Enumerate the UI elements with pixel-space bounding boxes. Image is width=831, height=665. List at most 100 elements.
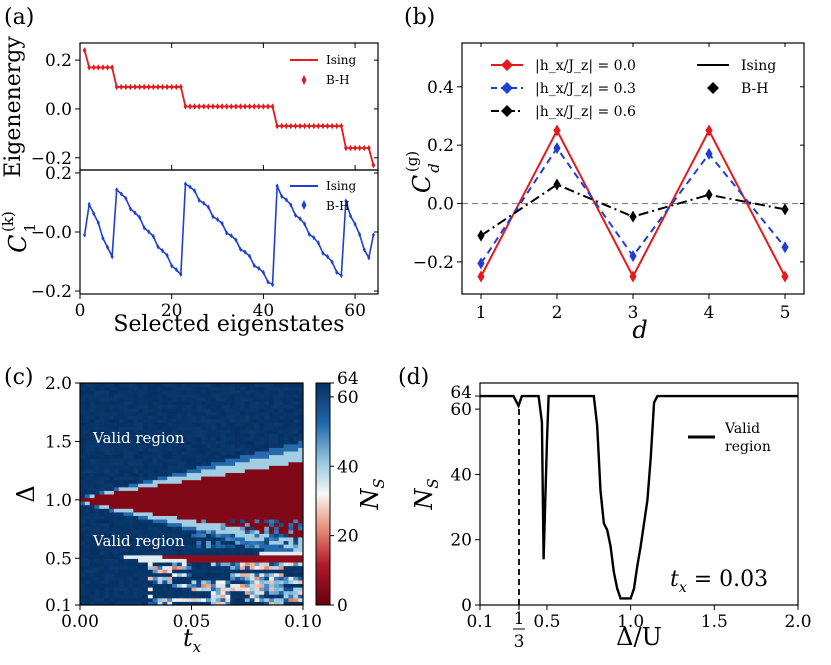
a-bottom-bh-point (202, 200, 206, 206)
c-heat-cell (293, 504, 299, 509)
c-heat-cell (113, 404, 120, 409)
c-heat-cell (249, 440, 256, 445)
c-heat-cell (239, 515, 246, 520)
c-heat-cell (176, 547, 183, 552)
c-heat-cell (157, 411, 163, 416)
c-heat-cell (288, 551, 294, 556)
c-heat-cell (230, 468, 236, 474)
c-heat-cell (254, 565, 260, 570)
c-heat-cell (162, 472, 168, 477)
c-heat-cell (176, 386, 183, 391)
c-heat-cell (113, 583, 120, 588)
c-heat-cell (210, 558, 217, 563)
c-heat-cell (249, 547, 256, 552)
c-heat-cell (230, 408, 236, 413)
c-heat-cell (118, 526, 125, 531)
c-heat-cell (167, 590, 173, 595)
c-heat-cell (239, 497, 246, 502)
c-heat-cell (113, 436, 120, 441)
c-heat-cell (104, 501, 110, 506)
c-heat-cell (104, 411, 110, 416)
c-heat-cell (230, 479, 236, 484)
c-heat-cell (283, 415, 289, 420)
b-ylabel: Cd(g) (403, 151, 443, 193)
c-heat-cell (133, 383, 139, 388)
c-heat-cell (84, 544, 91, 549)
c-heat-cell (201, 590, 207, 595)
c-heat-cell (225, 454, 231, 459)
c-heat-cell (244, 562, 251, 567)
a-bottom-bh-point (270, 281, 275, 288)
c-heat-cell (210, 429, 217, 434)
c-heat-cell (181, 494, 188, 499)
c-heat-cell (259, 393, 265, 398)
d-xtick-label: 1.0 (617, 612, 644, 632)
c-heat-cell (288, 497, 294, 502)
c-heat-cell (138, 594, 144, 599)
c-heat-cell (293, 579, 299, 585)
c-heat-cell (80, 501, 86, 506)
c-heat-cell (273, 508, 280, 513)
c-heat-cell (196, 601, 202, 605)
c-heat-cell (196, 551, 202, 556)
c-heat-cell (273, 562, 280, 567)
c-heat-cell (113, 515, 120, 520)
c-heat-cell (196, 554, 202, 559)
c-heat-cell (172, 479, 178, 484)
c-heat-cell (273, 383, 280, 388)
a-top-bh-point (229, 103, 234, 110)
c-heat-cell (220, 554, 226, 559)
c-heat-cell (220, 526, 226, 531)
c-heat-cell (172, 483, 178, 488)
c-heat-cell (244, 558, 251, 563)
c-heat-cell (201, 544, 207, 549)
c-heat-cell (244, 511, 251, 516)
c-heat-cell (89, 533, 96, 538)
c-heat-cell (138, 390, 144, 395)
c-heat-cell (196, 383, 202, 388)
c-heat-cell (220, 511, 226, 516)
c-heat-cell (94, 597, 100, 602)
c-heat-cell (215, 565, 222, 570)
c-heat-cell (99, 583, 105, 588)
a-bottom-bh-point (284, 197, 288, 203)
c-heat-cell (118, 422, 125, 427)
c-heat-cell (128, 468, 134, 474)
c-heat-cell (152, 551, 159, 556)
c-heat-cell (225, 486, 231, 491)
c-heat-cell (191, 583, 197, 588)
c-heat-cell (278, 411, 285, 416)
c-heat-cell (215, 562, 222, 567)
c-heat-cell (172, 390, 178, 395)
c-heat-cell (152, 519, 159, 524)
c-heat-cell (269, 565, 275, 570)
c-heat-cell (172, 454, 178, 459)
c-heat-cell (162, 447, 168, 452)
c-heat-cell (84, 522, 91, 527)
c-heat-cell (143, 433, 149, 438)
c-heat-cell (143, 597, 149, 602)
c-heat-cell (230, 418, 236, 423)
c-heat-cell (80, 576, 86, 581)
c-heat-cell (181, 472, 188, 477)
c-heat-cell (259, 458, 265, 463)
c-heat-cell (99, 408, 105, 413)
c-heat-cell (99, 418, 105, 423)
c-heat-cell (196, 436, 202, 441)
c-heat-cell (244, 504, 251, 509)
c-heat-cell (152, 587, 159, 592)
c-heat-cell (89, 579, 96, 585)
c-heat-cell (113, 490, 120, 495)
c-heat-cell (89, 583, 96, 588)
c-heat-cell (288, 536, 294, 542)
c-heat-cell (298, 572, 303, 577)
c-heat-cell (104, 497, 110, 502)
c-heat-cell (215, 576, 222, 581)
c-heat-cell (123, 572, 129, 577)
c-heat-cell (172, 551, 178, 556)
c-heat-cell (143, 529, 149, 534)
c-heat-cell (264, 590, 270, 595)
c-heat-cell (104, 393, 110, 398)
c-heat-cell (162, 451, 168, 456)
c-heat-cell (206, 443, 212, 448)
